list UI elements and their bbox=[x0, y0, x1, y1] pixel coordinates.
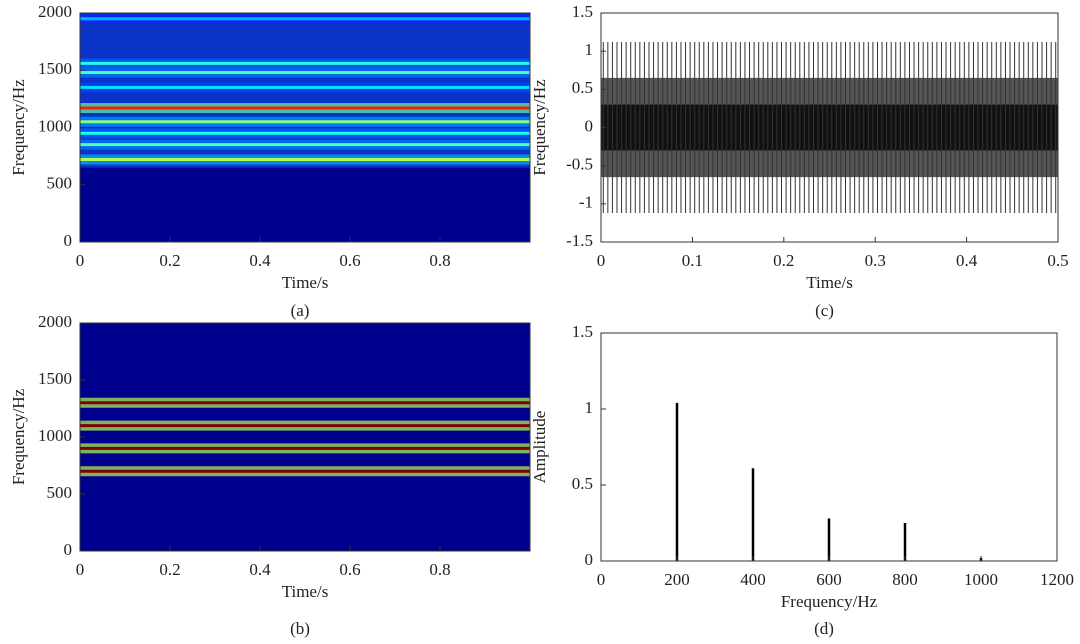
y-tick-label: -0.5 bbox=[566, 155, 593, 174]
y-tick-label: 0 bbox=[64, 231, 73, 250]
y-axis-label: Frequency/Hz bbox=[9, 79, 28, 176]
y-tick-label: 500 bbox=[47, 174, 73, 193]
x-tick-label: 0 bbox=[597, 251, 606, 270]
x-tick-label: 800 bbox=[892, 570, 918, 589]
x-tick-label: 0.8 bbox=[429, 251, 450, 270]
panel-caption: (a) bbox=[291, 301, 310, 320]
x-tick-label: 400 bbox=[740, 570, 766, 589]
panel-caption: (c) bbox=[815, 301, 834, 320]
x-tick-label: 1200 bbox=[1040, 570, 1074, 589]
y-tick-label: 1500 bbox=[38, 59, 72, 78]
x-tick-label: 0.4 bbox=[956, 251, 978, 270]
x-tick-label: 0.1 bbox=[682, 251, 703, 270]
x-axis-label: Time/s bbox=[806, 273, 853, 292]
x-tick-label: 0.4 bbox=[249, 560, 271, 579]
x-tick-label: 200 bbox=[664, 570, 690, 589]
wave-core bbox=[601, 104, 1058, 151]
x-tick-label: 0.3 bbox=[865, 251, 886, 270]
y-tick-label: 1 bbox=[585, 40, 594, 59]
y-axis-label: Frequency/Hz bbox=[9, 388, 28, 485]
x-axis-label: Frequency/Hz bbox=[781, 592, 878, 611]
y-axis-label: Frequency/Hz bbox=[530, 79, 549, 176]
y-tick-label: 1500 bbox=[38, 369, 72, 388]
x-tick-label: 0.6 bbox=[339, 251, 360, 270]
x-tick-label: 600 bbox=[816, 570, 842, 589]
x-tick-label: 0.2 bbox=[159, 560, 180, 579]
y-tick-label: -1.5 bbox=[566, 231, 593, 250]
y-tick-label: 0 bbox=[585, 116, 594, 135]
x-axis-label: Time/s bbox=[282, 273, 329, 292]
y-tick-label: 1.5 bbox=[572, 322, 593, 341]
y-tick-label: 1 bbox=[585, 398, 594, 417]
y-tick-label: 1000 bbox=[38, 116, 72, 135]
heatmap-background bbox=[80, 323, 530, 551]
y-tick-label: 2000 bbox=[38, 2, 72, 21]
x-tick-label: 1000 bbox=[964, 570, 998, 589]
y-tick-label: 0 bbox=[64, 540, 73, 559]
y-tick-label: 1.5 bbox=[572, 2, 593, 21]
y-tick-label: 0.5 bbox=[572, 474, 593, 493]
y-tick-label: 0 bbox=[585, 550, 594, 569]
y-tick-label: 500 bbox=[47, 483, 73, 502]
y-tick-label: 2000 bbox=[38, 312, 72, 331]
panel-caption: (d) bbox=[814, 619, 834, 638]
x-tick-label: 0 bbox=[597, 570, 606, 589]
x-axis-label: Time/s bbox=[282, 582, 329, 601]
x-tick-label: 0.5 bbox=[1047, 251, 1068, 270]
x-tick-label: 0.2 bbox=[773, 251, 794, 270]
panel-caption: (b) bbox=[290, 619, 310, 638]
y-axis-label: Amplitude bbox=[530, 411, 549, 484]
x-tick-label: 0.2 bbox=[159, 251, 180, 270]
x-tick-label: 0 bbox=[76, 251, 85, 270]
y-tick-label: 1000 bbox=[38, 426, 72, 445]
x-tick-label: 0.8 bbox=[429, 560, 450, 579]
y-tick-label: -1 bbox=[579, 193, 593, 212]
x-tick-label: 0.6 bbox=[339, 560, 360, 579]
x-tick-label: 0 bbox=[76, 560, 85, 579]
y-tick-label: 0.5 bbox=[572, 78, 593, 97]
x-tick-label: 0.4 bbox=[249, 251, 271, 270]
